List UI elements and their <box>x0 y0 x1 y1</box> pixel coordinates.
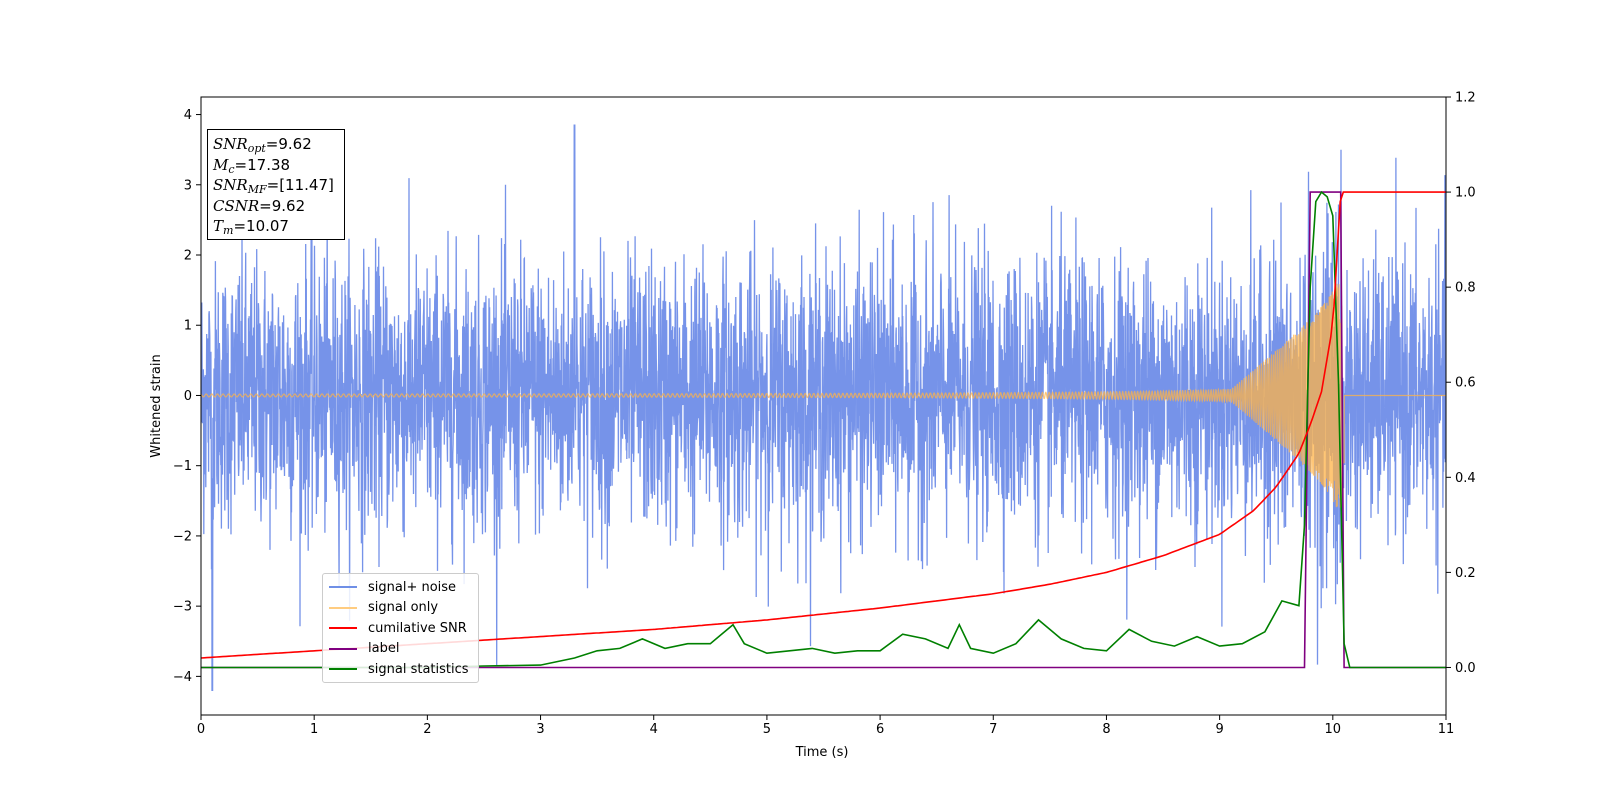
y-tick-label: 3 <box>184 178 192 193</box>
x-tick-label: 8 <box>1102 722 1110 737</box>
legend-label: label <box>368 641 400 657</box>
y-axis-right: 1.2 1.0 0.8 0.6 0.4 0.2 0.0 <box>1446 91 1476 676</box>
y-tick-label: 4 <box>184 108 192 123</box>
x-axis-label: Time (s) <box>795 745 849 760</box>
plot-frame <box>200 96 1447 716</box>
y-tick-label: −4 <box>173 670 192 685</box>
y2-tick-label: 0.8 <box>1455 281 1476 296</box>
annotation-tm: Tm=10.07 <box>213 217 289 237</box>
y2-tick-label: 1.0 <box>1455 186 1476 201</box>
y2-tick-label: 1.2 <box>1455 91 1476 106</box>
x-axis: 0 1 2 3 4 5 6 7 8 9 10 11 <box>197 715 1454 737</box>
y-tick-label: −1 <box>173 459 192 474</box>
x-tick-label: 7 <box>989 722 997 737</box>
legend-label: signal+ noise <box>368 579 457 595</box>
series-signal-statistics <box>201 190 1446 669</box>
x-tick-label: 6 <box>876 722 884 737</box>
x-tick-label: 3 <box>536 722 544 737</box>
legend-swatch <box>329 647 357 650</box>
legend-label: cumilative SNR <box>368 620 467 636</box>
x-tick-label: 2 <box>423 722 431 737</box>
y2-tick-label: 0.2 <box>1455 566 1476 581</box>
annotation-snr-opt: SNRopt=9.62 <box>213 135 312 155</box>
y-tick-label: 2 <box>184 249 192 264</box>
y-axis-left: 4 3 2 1 0 −1 −2 −3 −4 <box>173 108 201 685</box>
legend-label: signal statistics <box>368 661 469 677</box>
legend-label: signal only <box>368 600 439 616</box>
x-tick-label: 9 <box>1215 722 1223 737</box>
y-tick-label: −3 <box>173 600 192 615</box>
x-tick-label: 10 <box>1325 722 1342 737</box>
series-signal-only <box>201 283 1446 508</box>
legend-item-signal-noise: signal+ noise <box>329 577 472 598</box>
y2-tick-label: 0.6 <box>1455 376 1476 391</box>
x-tick-label: 5 <box>763 722 771 737</box>
legend-item-signal-statistics: signal statistics <box>329 659 472 680</box>
y-axis-label: Whitened strain <box>149 354 164 457</box>
y-tick-label: 1 <box>184 319 192 334</box>
legend-swatch <box>329 606 357 609</box>
x-tick-label: 11 <box>1438 722 1455 737</box>
legend-swatch <box>329 668 357 671</box>
annotation-box: SNRopt=9.62 Mc=17.38 SNRMF=[11.47] CSNR=… <box>207 129 345 240</box>
annotation-snr-mf: SNRMF=[11.47] <box>213 176 334 196</box>
y2-tick-label: 0.0 <box>1455 661 1476 676</box>
y-tick-label: −2 <box>173 529 192 544</box>
annotation-mc: Mc=17.38 <box>213 155 291 176</box>
legend-item-cumulative-snr: cumilative SNR <box>329 618 472 639</box>
legend-swatch <box>329 586 357 589</box>
legend: signal+ noise signal only cumilative SNR… <box>322 573 479 683</box>
y-tick-label: 0 <box>184 389 192 404</box>
x-tick-label: 4 <box>650 722 658 737</box>
x-tick-label: 1 <box>310 722 318 737</box>
legend-item-signal-only: signal only <box>329 598 472 619</box>
y2-tick-label: 0.4 <box>1455 471 1476 486</box>
legend-item-label: label <box>329 639 472 660</box>
annotation-csnr: CSNR=9.62 <box>213 196 306 215</box>
x-tick-label: 0 <box>197 722 205 737</box>
legend-swatch <box>329 627 357 630</box>
